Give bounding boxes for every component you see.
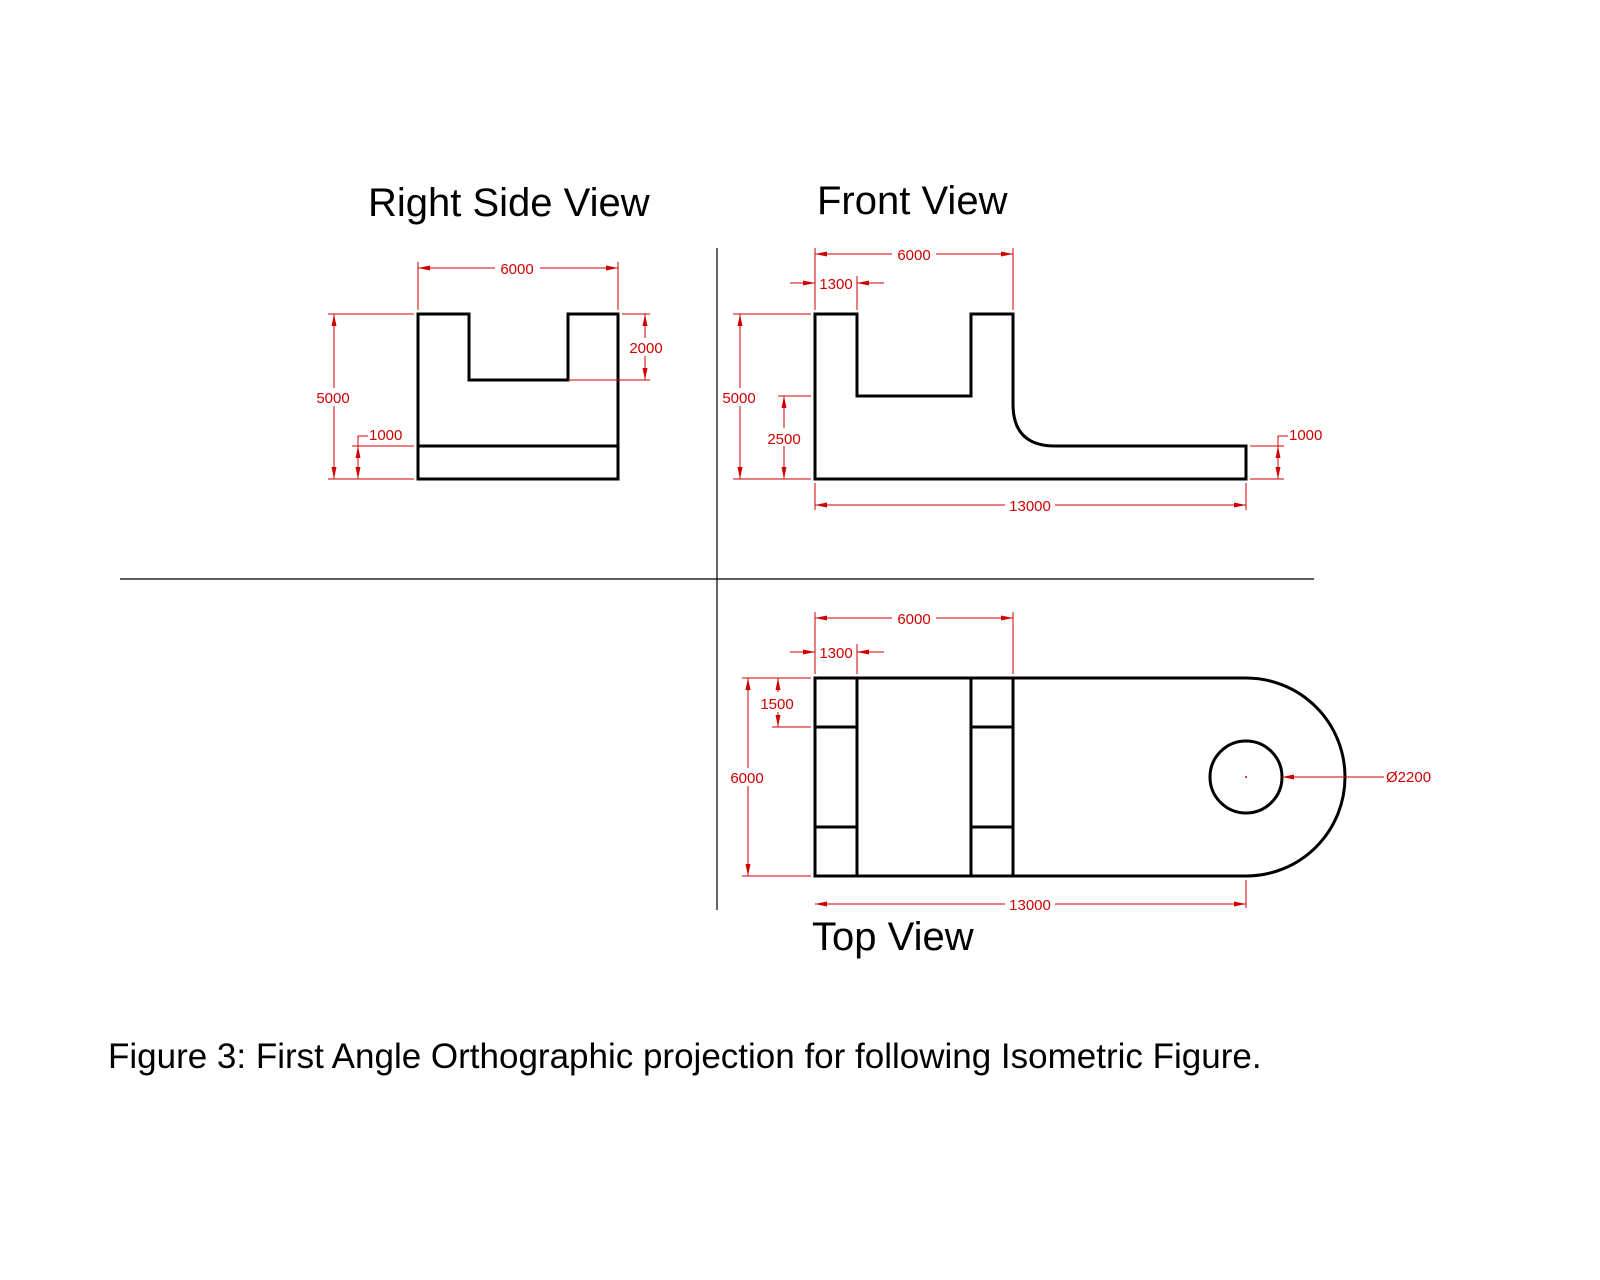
tv-depth-dim: 6000 [730, 770, 763, 787]
fv-post-dim: 1300 [819, 276, 852, 293]
rs-height-dim: 5000 [316, 390, 349, 407]
fv-mid-dim: 2500 [767, 431, 800, 448]
tv-post-dim: 1300 [819, 645, 852, 662]
rs-slot-dim: 2000 [629, 340, 662, 357]
front-outline [813, 312, 1248, 481]
figure-caption: Figure 3: First Angle Orthographic proje… [108, 1037, 1262, 1076]
tv-slot-dim: 1500 [760, 696, 793, 713]
top-view-title: Top View [812, 915, 974, 959]
front-view: 6000 1300 5000 2500 1000 [722, 247, 1322, 515]
top-view: 6000 1300 1500 6000 Ø2200 13000 [730, 611, 1431, 914]
fv-width-dim: 6000 [897, 247, 930, 264]
fv-height-dim: 5000 [722, 390, 755, 407]
tv-length-dim: 13000 [1009, 897, 1051, 914]
right-side-view: 6000 2000 5000 1000 [316, 261, 663, 481]
rs-base-dim: 1000 [369, 427, 402, 444]
right-side-view-title: Right Side View [368, 181, 650, 225]
tv-width-dim: 6000 [897, 611, 930, 628]
fv-base-dim: 1000 [1289, 427, 1322, 444]
top-outline [813, 676, 1347, 878]
rs-width-dim: 6000 [500, 261, 533, 278]
front-view-title: Front View [817, 179, 1008, 223]
fv-length-dim: 13000 [1009, 498, 1051, 515]
right-side-outline [416, 312, 620, 481]
tv-hole-dim: Ø2200 [1386, 769, 1431, 786]
